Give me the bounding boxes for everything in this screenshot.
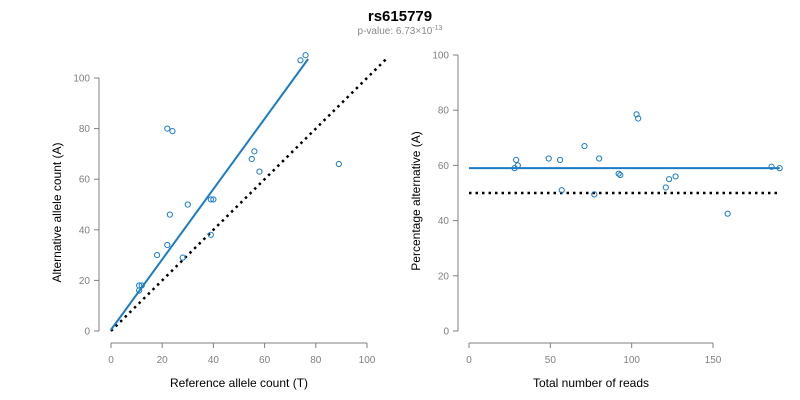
panel1-y-tick-label: 80 bbox=[438, 106, 450, 117]
panel1-y-tick-label: 40 bbox=[438, 216, 450, 227]
panel1-data-point bbox=[513, 156, 520, 163]
panel0-x-tick-label: 0 bbox=[108, 355, 114, 366]
subtitle-pvalue: p-value: 6.73 bbox=[358, 26, 416, 37]
panel1-data-point bbox=[724, 210, 731, 217]
panel1-data-point bbox=[596, 155, 603, 162]
panel1-data-point bbox=[672, 173, 679, 180]
panel1-data-point bbox=[591, 191, 598, 198]
panel0-data-point bbox=[335, 160, 342, 168]
panel1-x-tick-label: 150 bbox=[705, 355, 722, 366]
panel0-y-tick-label: 20 bbox=[79, 276, 91, 287]
left-scatter-panel: 0 20 40 60 80 100 0 20 40 60 80 100 Reference allele… bbox=[50, 52, 389, 390]
panel0-data-point bbox=[169, 128, 176, 135]
panel0-data-point bbox=[166, 211, 173, 218]
panel0-y-tick-label: 80 bbox=[79, 124, 91, 135]
panel1-data-point bbox=[615, 170, 622, 177]
panel1-data-point bbox=[558, 187, 565, 194]
panel0-data-point bbox=[297, 57, 304, 64]
panel0-data-point bbox=[138, 282, 145, 289]
panel1-x-tick-label: 50 bbox=[545, 355, 557, 366]
panel1-data-point bbox=[545, 155, 552, 162]
panel0-y-tick-label: 40 bbox=[79, 225, 91, 236]
subtitle-times: ×10 bbox=[415, 26, 432, 37]
panel1-y-tick-label: 60 bbox=[438, 161, 450, 172]
panel0-data-point bbox=[248, 155, 255, 163]
panel1-data-point bbox=[662, 184, 669, 191]
panel1-data-point bbox=[776, 165, 783, 172]
panel0-x-axis-label: Reference allele count (T) bbox=[170, 376, 308, 390]
panel0-reference-line bbox=[110, 56, 389, 332]
panel0-data-point bbox=[256, 168, 263, 175]
panel0-data-point bbox=[179, 254, 186, 261]
right-scatter-panel: 0 50 100 150 0 20 40 60 80 100 Total number of rea… bbox=[409, 51, 783, 390]
subtitle-exponent: -13 bbox=[432, 25, 442, 32]
panel0-x-tick-label: 60 bbox=[259, 355, 271, 366]
panel1-y-tick-label: 0 bbox=[443, 327, 449, 338]
panel1-y-axis-label: Percentage alternative (A) bbox=[409, 131, 423, 270]
panel1-x-tick-label: 100 bbox=[623, 355, 640, 366]
panel0-y-tick-label: 100 bbox=[73, 74, 90, 85]
panel1-data-point bbox=[581, 142, 588, 150]
panel1-y-tick-label: 20 bbox=[438, 271, 450, 282]
panel0-data-point bbox=[302, 52, 309, 59]
panel1-data-point bbox=[635, 115, 642, 122]
panel1-data-point bbox=[556, 156, 564, 163]
panel0-data-point bbox=[207, 231, 214, 238]
panel1-data-point bbox=[768, 163, 775, 170]
panel0-y-tick-label: 0 bbox=[84, 327, 90, 338]
panel0-data-point bbox=[153, 252, 161, 259]
panel1-x-axis-label: Total number of reads bbox=[533, 376, 649, 390]
panel1-data-point bbox=[514, 162, 521, 169]
panel0-data-point bbox=[184, 201, 191, 208]
panel0-data-point bbox=[251, 148, 258, 155]
panel0-x-tick-label: 80 bbox=[310, 355, 322, 366]
figure-title: rs615779 bbox=[368, 8, 432, 25]
panel0-x-tick-label: 40 bbox=[208, 355, 220, 366]
panel0-data-point bbox=[164, 125, 171, 132]
panel0-x-tick-label: 100 bbox=[359, 355, 376, 366]
panel0-x-tick-label: 20 bbox=[157, 355, 169, 366]
panel0-data-point bbox=[164, 241, 171, 249]
panel1-data-point bbox=[617, 171, 624, 179]
panel0-data-point bbox=[210, 196, 217, 203]
panel0-y-tick-label: 60 bbox=[79, 175, 91, 186]
panel0-data-point bbox=[136, 287, 143, 294]
panel0-fit-line bbox=[110, 58, 309, 331]
panel1-y-tick-label: 100 bbox=[432, 51, 449, 62]
panel0-data-point bbox=[207, 196, 214, 203]
panel0-y-axis-label: Alternative allele count (A) bbox=[50, 142, 64, 282]
panel1-data-point bbox=[665, 176, 673, 183]
panel1-x-tick-label: 0 bbox=[466, 355, 472, 366]
figure-subtitle: p-value: 6.73×10-13 bbox=[358, 25, 443, 37]
